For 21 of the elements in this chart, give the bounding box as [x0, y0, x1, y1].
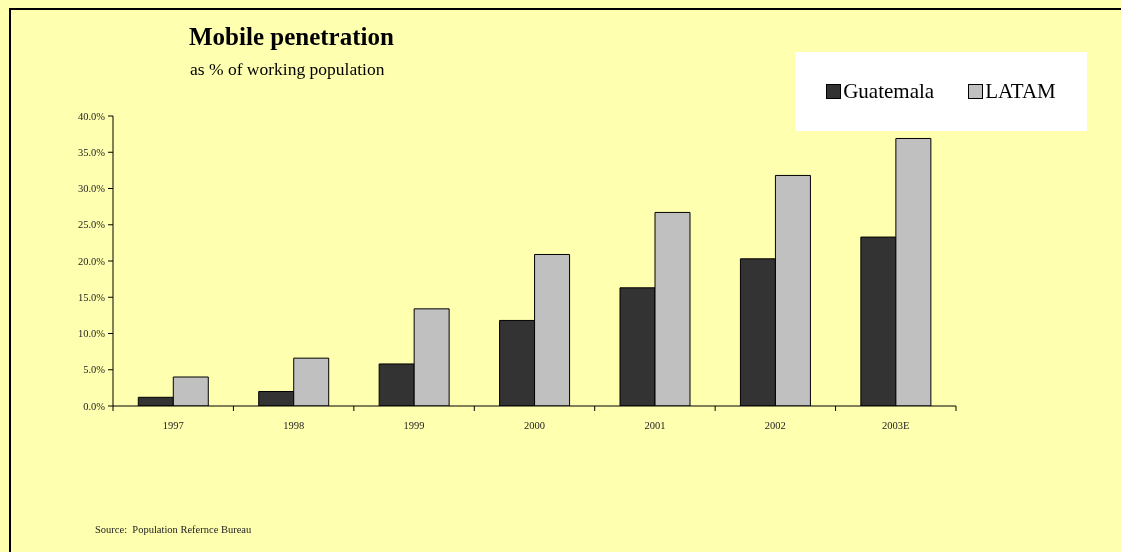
y-tick-label: 30.0%	[77, 183, 106, 195]
x-tick-label: 2003E	[882, 420, 910, 431]
y-tick-label: 20.0%	[77, 255, 106, 267]
y-tick-label: 5.0%	[83, 364, 106, 376]
y-tick-label: 35.0%	[77, 146, 106, 158]
chart-subtitle: as % of working population	[190, 59, 385, 80]
legend-label: Guatemala	[843, 79, 935, 104]
legend-label: LATAM	[985, 79, 1056, 104]
x-tick-label: 1998	[283, 420, 305, 431]
y-tick-label: 0.0%	[83, 400, 106, 412]
y-tick-label: 25.0%	[77, 219, 106, 231]
x-tick-label: 2001	[644, 420, 666, 431]
y-tick-label: 15.0%	[77, 291, 106, 303]
source-note: Source: Population Refernce Bureau	[95, 524, 252, 535]
x-tick-label: 1999	[403, 420, 425, 431]
x-tick-label: 1997	[162, 420, 184, 431]
chart-title: Mobile penetration	[189, 23, 394, 51]
x-tick-label: 2002	[764, 420, 786, 431]
y-tick-label: 10.0%	[77, 328, 106, 340]
y-tick-label: 40.0%	[77, 110, 106, 122]
x-tick-label: 2000	[524, 420, 545, 431]
